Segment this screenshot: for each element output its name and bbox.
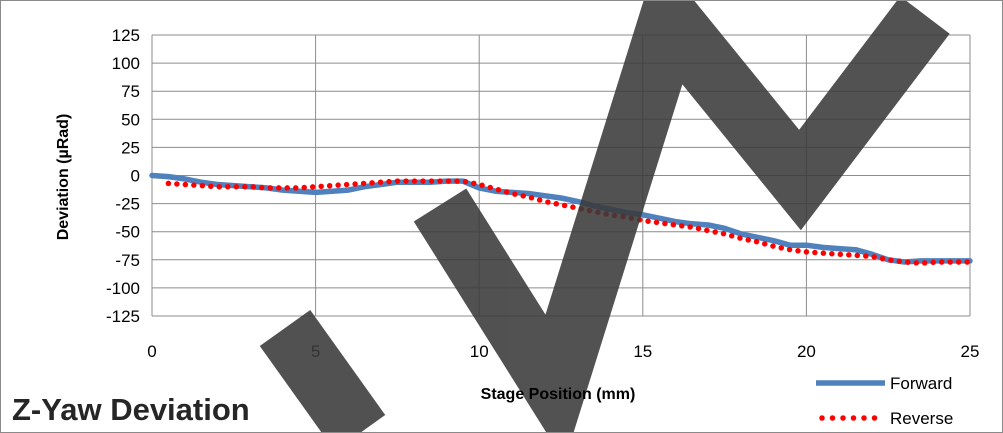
forward-series-line <box>149 172 973 265</box>
watermark <box>259 0 950 433</box>
chart-title: Z-Yaw Deviation <box>12 392 250 427</box>
x-axis-title: Stage Position (mm) <box>481 386 636 403</box>
legend-label-reverse: Reverse <box>890 409 953 428</box>
series-lines <box>149 172 973 266</box>
y-tick-label: 75 <box>121 82 140 101</box>
y-tick-label: -50 <box>115 223 140 242</box>
y-tick-label: 25 <box>121 138 140 157</box>
y-tick-label: -25 <box>115 195 140 214</box>
y-tick-label: -75 <box>115 251 140 270</box>
legend-item-forward: Forward <box>816 374 952 393</box>
y-tick-label: -125 <box>106 307 140 326</box>
legend-item-reverse: Reverse <box>819 409 953 428</box>
y-tick-label: 0 <box>131 167 140 186</box>
x-tick-label: 25 <box>961 342 980 361</box>
x-tick-label: 10 <box>470 342 489 361</box>
legend-label-forward: Forward <box>890 374 952 393</box>
legend: Forward Reverse <box>816 374 953 428</box>
x-tick-label: 0 <box>147 342 156 361</box>
x-tick-label: 20 <box>797 342 816 361</box>
y-tick-label: -100 <box>106 279 140 298</box>
y-axis-tick-labels: 125 100 75 50 25 0 -25 -50 -75 -100 -125 <box>106 26 140 326</box>
y-tick-label: 125 <box>112 26 140 45</box>
reverse-series-line <box>165 178 973 266</box>
y-tick-label: 100 <box>112 54 140 73</box>
y-axis-title: Deviation (µRad) <box>55 114 72 241</box>
x-tick-label: 15 <box>633 342 652 361</box>
y-tick-label: 50 <box>121 110 140 129</box>
